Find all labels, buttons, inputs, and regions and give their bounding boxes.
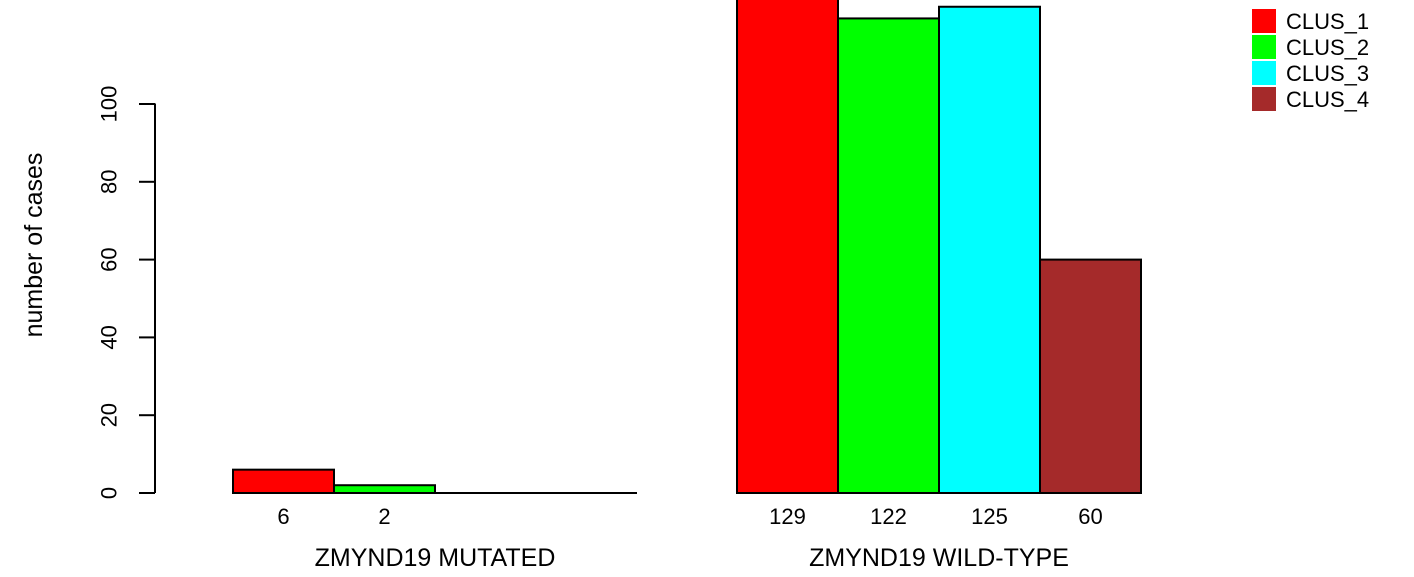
y-tick-label: 20 <box>97 403 122 427</box>
legend-label: CLUS_4 <box>1286 87 1369 112</box>
legend-swatch <box>1252 61 1276 85</box>
bar-groups: 6 2 ZMYND19 MUTATED 129 122 125 60 ZMYND19 WILD… <box>232 0 1142 572</box>
legend-item: CLUS_3 <box>1252 61 1369 86</box>
bar <box>1039 258 1142 494</box>
bar-value-label: 122 <box>870 504 907 529</box>
bar <box>736 0 839 494</box>
bar <box>333 484 436 495</box>
bar <box>938 5 1041 494</box>
bar-value-label: 6 <box>277 504 289 529</box>
y-tick-label: 60 <box>97 247 122 271</box>
legend-label: CLUS_2 <box>1286 35 1369 60</box>
y-axis: 0 20 40 60 80 100 <box>97 86 156 499</box>
legend-swatch <box>1252 35 1276 59</box>
y-tick-label: 0 <box>97 487 122 499</box>
bar-value-label: 2 <box>378 504 390 529</box>
y-axis-label: number of cases <box>20 153 48 338</box>
bar-group: 129 122 125 60 ZMYND19 WILD-TYPE <box>736 0 1142 572</box>
y-tick-label: 40 <box>97 325 122 349</box>
group-label: ZMYND19 MUTATED <box>315 544 556 572</box>
legend-item: CLUS_2 <box>1252 35 1369 60</box>
bar <box>232 468 335 495</box>
y-tick-label: 100 <box>97 86 122 123</box>
bar-value-label: 125 <box>971 504 1008 529</box>
legend-item: CLUS_1 <box>1252 9 1369 34</box>
legend-item: CLUS_4 <box>1252 87 1369 112</box>
group-label: ZMYND19 WILD-TYPE <box>809 544 1069 572</box>
bar-value-label: 60 <box>1078 504 1102 529</box>
bar-value-label: 129 <box>769 504 806 529</box>
legend-swatch <box>1252 9 1276 33</box>
legend-swatch <box>1252 87 1276 111</box>
bar <box>837 17 940 494</box>
legend-label: CLUS_3 <box>1286 61 1369 86</box>
bar-group: 6 2 ZMYND19 MUTATED <box>232 468 637 572</box>
legend-label: CLUS_1 <box>1286 9 1369 34</box>
y-tick-label: 80 <box>97 170 122 194</box>
